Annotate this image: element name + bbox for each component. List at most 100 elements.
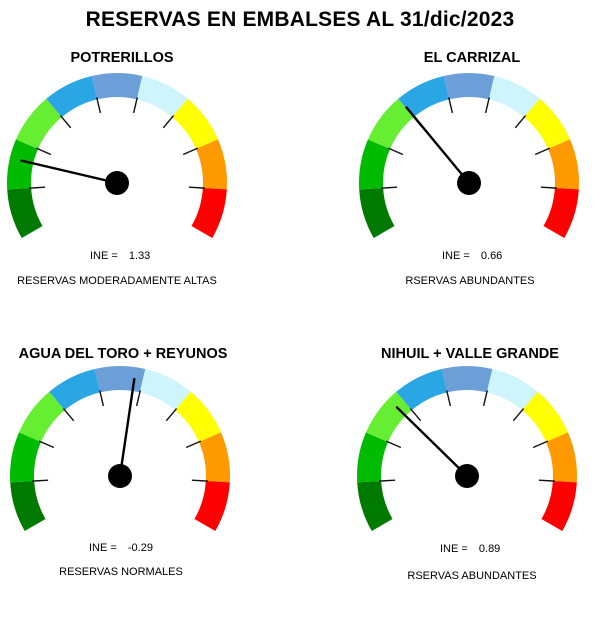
ine-value: 0.66 xyxy=(480,250,503,262)
gauge-segment xyxy=(359,139,391,190)
gauge-dial xyxy=(359,73,579,238)
ine-label: INE = xyxy=(89,542,117,554)
gauge-segment xyxy=(396,368,448,411)
gauge-needle xyxy=(395,406,469,478)
gauge-tick xyxy=(32,479,49,482)
gauge-tick xyxy=(182,147,199,156)
gauge-tick xyxy=(62,408,75,422)
gauge-tick xyxy=(448,97,454,114)
gauge-panel-agua-del-toro-reyunos: AGUA DEL TORO + REYUNOS INE = -0.29 RESE… xyxy=(3,338,303,628)
gauge-tick xyxy=(132,97,138,114)
ine-readout: INE = 0.89 xyxy=(440,543,500,555)
gauge-segment xyxy=(357,432,389,483)
gauge-segment xyxy=(136,75,188,118)
gauge-segment xyxy=(367,98,414,149)
status-label: RSERVAS ABUNDANTES xyxy=(405,275,535,287)
gauge-tick xyxy=(165,408,178,422)
gauge-segment xyxy=(541,481,577,531)
gauge-tick xyxy=(162,115,175,129)
gauge-needle xyxy=(20,159,119,185)
gauge-segment xyxy=(522,391,569,442)
ine-label: INE = xyxy=(440,543,468,555)
gauge-tick xyxy=(532,440,549,449)
gauge-segment xyxy=(398,75,450,118)
gauge-tick xyxy=(381,186,398,189)
gauge-segment xyxy=(49,368,101,411)
status-label: RESERVAS NORMALES xyxy=(59,566,183,578)
gauge-tick xyxy=(59,115,72,129)
chart-title: RESERVAS EN EMBALSES AL 31/dic/2023 xyxy=(85,8,515,31)
gauge-panel-potrerillos: POTRERILLOS INE = 1.33 RESERVAS MODERADA… xyxy=(0,45,300,335)
gauge-hub xyxy=(105,171,129,195)
ine-value: 0.89 xyxy=(478,543,501,555)
gauge-segment xyxy=(359,188,395,238)
gauge-tick xyxy=(35,147,52,156)
gauge-segment xyxy=(488,75,540,118)
gauge-tick xyxy=(540,186,557,189)
ine-label: INE = xyxy=(442,250,470,262)
gauge-needle xyxy=(405,106,471,185)
gauge-segment xyxy=(198,432,231,483)
gauge-hub xyxy=(457,171,481,195)
gauge-hub xyxy=(108,464,132,488)
gauge-title: NIHUIL + VALLE GRANDE xyxy=(381,346,559,362)
gauge-segment xyxy=(194,481,230,531)
gauge-segment xyxy=(10,481,46,531)
gauge-dial xyxy=(357,366,577,531)
gauge-segment xyxy=(545,432,577,483)
gauge-segment xyxy=(443,73,495,100)
gauge-tick xyxy=(538,479,555,482)
gauge-tick xyxy=(482,390,488,407)
gauge-tick xyxy=(409,408,422,422)
gauge-tick xyxy=(191,479,208,482)
ine-readout: INE = 1.33 xyxy=(90,250,150,262)
status-label: RSERVAS ABUNDANTES xyxy=(407,570,537,582)
gauge-segment xyxy=(7,188,43,238)
gauge-segment xyxy=(524,98,571,149)
gauge-segment xyxy=(486,368,538,411)
gauge-needle xyxy=(118,377,136,478)
gauge-title: EL CARRIZAL xyxy=(423,50,521,66)
gauge-tick xyxy=(379,479,396,482)
gauge-segment xyxy=(175,391,222,442)
gauge-title: AGUA DEL TORO + REYUNOS xyxy=(18,346,228,362)
gauge-dial xyxy=(6,73,228,238)
ine-value: 1.33 xyxy=(128,250,151,262)
gauge-tick xyxy=(484,97,490,114)
gauge-tick xyxy=(446,390,452,407)
gauge-segment xyxy=(139,368,191,411)
ine-value: -0.29 xyxy=(127,542,153,554)
gauge-segment xyxy=(547,139,579,190)
gauge-tick xyxy=(385,440,402,449)
gauge-segment xyxy=(195,139,228,190)
gauge-segment xyxy=(357,481,393,531)
gauge-tick xyxy=(135,390,141,407)
gauge-tick xyxy=(99,390,105,407)
gauge-panel-el-carrizal: EL CARRIZAL INE = 0.66 RSERVAS ABUNDANTE… xyxy=(352,45,600,335)
gauge-segment xyxy=(191,188,227,238)
gauge-tick xyxy=(185,440,202,449)
gauge-segment xyxy=(91,73,143,100)
ine-readout: INE = 0.66 xyxy=(442,250,502,262)
gauge-segment xyxy=(94,366,146,393)
gauge-dial xyxy=(9,366,231,531)
gauge-tick xyxy=(387,147,404,156)
gauge-segment xyxy=(441,366,493,393)
gauge-segment xyxy=(18,391,65,442)
ine-readout: INE = -0.29 xyxy=(89,542,153,554)
gauge-tick xyxy=(188,186,205,189)
ine-label: INE = xyxy=(90,250,118,262)
gauge-tick xyxy=(29,186,46,189)
gauge-tick xyxy=(534,147,551,156)
gauge-segment xyxy=(365,391,412,442)
status-label: RESERVAS MODERADAMENTE ALTAS xyxy=(17,275,217,287)
gauge-tick xyxy=(96,97,102,114)
gauge-hub xyxy=(455,464,479,488)
gauge-panel-nihuil-valle-grande: NIHUIL + VALLE GRANDE INE = 0.89 RSERVAS… xyxy=(350,338,600,628)
gauge-tick xyxy=(38,440,55,449)
gauge-segment xyxy=(9,432,42,483)
gauge-segment xyxy=(543,188,579,238)
gauge-tick xyxy=(512,408,525,422)
gauge-segment xyxy=(15,98,62,149)
gauge-title: POTRERILLOS xyxy=(70,50,174,66)
